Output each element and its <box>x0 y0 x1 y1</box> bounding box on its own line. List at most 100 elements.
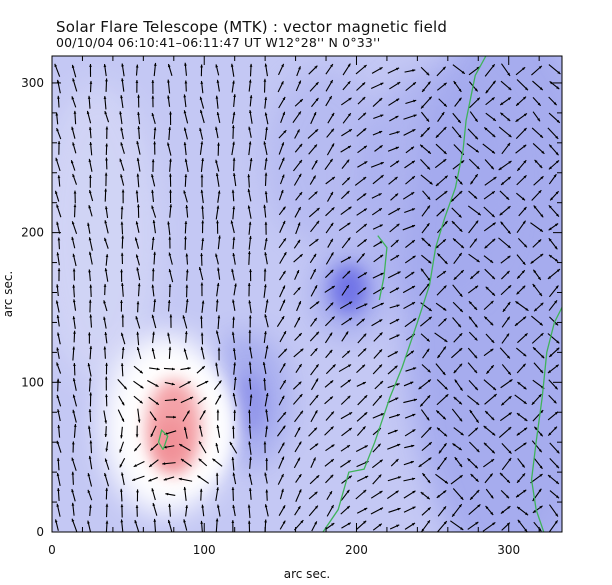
field-vector <box>278 237 287 249</box>
field-vector <box>516 159 527 172</box>
vector-head <box>379 459 383 463</box>
field-vector <box>402 285 416 294</box>
vector-head <box>218 394 221 398</box>
vector-head <box>298 441 302 445</box>
vector-head <box>87 332 91 336</box>
field-vector <box>420 159 431 170</box>
field-vector <box>501 316 511 328</box>
field-vector <box>233 283 237 296</box>
field-vector <box>135 254 140 266</box>
field-vector <box>500 284 512 296</box>
vector-head <box>184 174 188 178</box>
vector-head <box>282 96 286 101</box>
field-vector <box>231 141 235 156</box>
vector-head <box>548 205 552 209</box>
vector-head <box>119 488 123 492</box>
field-vector <box>215 253 219 265</box>
field-vector <box>309 443 319 451</box>
field-vector <box>216 504 221 517</box>
vector-head <box>72 268 76 272</box>
vector-head <box>475 220 479 224</box>
field-vector <box>248 141 252 156</box>
vector-head <box>556 340 560 344</box>
vector-head <box>331 112 335 117</box>
field-vector <box>501 63 511 77</box>
vector-head <box>183 110 187 114</box>
vector-head <box>88 237 92 241</box>
contour-line <box>157 428 169 451</box>
field-vector <box>135 221 140 233</box>
field-vector <box>340 190 350 200</box>
field-vector <box>467 395 480 406</box>
field-vector <box>453 332 463 343</box>
field-vector <box>324 316 336 327</box>
vector-head <box>549 81 553 85</box>
vector-head <box>396 98 400 102</box>
vector-head <box>57 409 60 413</box>
vector-head <box>134 448 138 452</box>
field-vector <box>167 63 173 76</box>
vector-head <box>500 112 504 116</box>
field-vector <box>264 157 268 170</box>
vector-head <box>451 221 455 225</box>
field-vector <box>516 427 528 436</box>
field-vector <box>184 221 188 234</box>
vector-head <box>548 474 552 478</box>
field-vector <box>231 189 235 202</box>
vector-head <box>506 270 510 274</box>
field-vector <box>421 441 433 452</box>
field-vector <box>548 223 559 231</box>
vector-head <box>531 401 535 405</box>
vector-head <box>523 160 527 164</box>
vector-head <box>396 334 400 338</box>
vector-head <box>485 505 489 510</box>
vector-head <box>438 450 442 454</box>
vector-head <box>136 267 140 271</box>
vector-head <box>56 284 59 288</box>
vector-head <box>505 495 510 499</box>
vector-head <box>71 518 75 522</box>
vector-head <box>459 387 463 391</box>
field-vector <box>231 487 235 501</box>
field-vector <box>484 393 497 405</box>
field-vector <box>72 346 76 361</box>
field-vector <box>435 143 447 155</box>
vector-head <box>281 63 284 68</box>
field-vector <box>402 191 415 200</box>
field-vector <box>310 457 316 468</box>
vector-head <box>554 223 559 227</box>
field-vector <box>483 222 496 232</box>
field-vector <box>388 413 401 419</box>
field-vector <box>405 367 417 372</box>
vector-head <box>167 519 171 524</box>
field-vector <box>548 394 557 404</box>
field-vector <box>310 268 317 280</box>
field-vector <box>403 477 416 482</box>
field-vector <box>72 142 77 154</box>
vector-head <box>297 222 301 226</box>
vector-head <box>184 331 188 335</box>
vector-head <box>555 135 559 139</box>
vector-head <box>215 330 219 334</box>
field-vector <box>105 78 108 92</box>
vector-head <box>151 189 154 193</box>
vector-head <box>281 488 284 492</box>
vector-head <box>443 127 447 131</box>
vector-head <box>378 193 382 196</box>
field-vector <box>390 254 400 261</box>
vector-head <box>444 339 448 342</box>
field-vector <box>308 65 318 75</box>
vector-head <box>410 146 414 150</box>
field-vector <box>232 172 237 187</box>
vector-head <box>508 412 512 416</box>
field-vector <box>482 143 496 154</box>
vector-head <box>491 292 495 296</box>
vector-head <box>378 395 382 399</box>
vector-head <box>428 96 432 100</box>
vector-head <box>557 71 561 75</box>
field-vector <box>278 157 285 170</box>
vector-head <box>104 237 107 241</box>
vector-head <box>533 269 537 273</box>
field-vector <box>263 268 267 282</box>
vector-head <box>524 418 528 421</box>
